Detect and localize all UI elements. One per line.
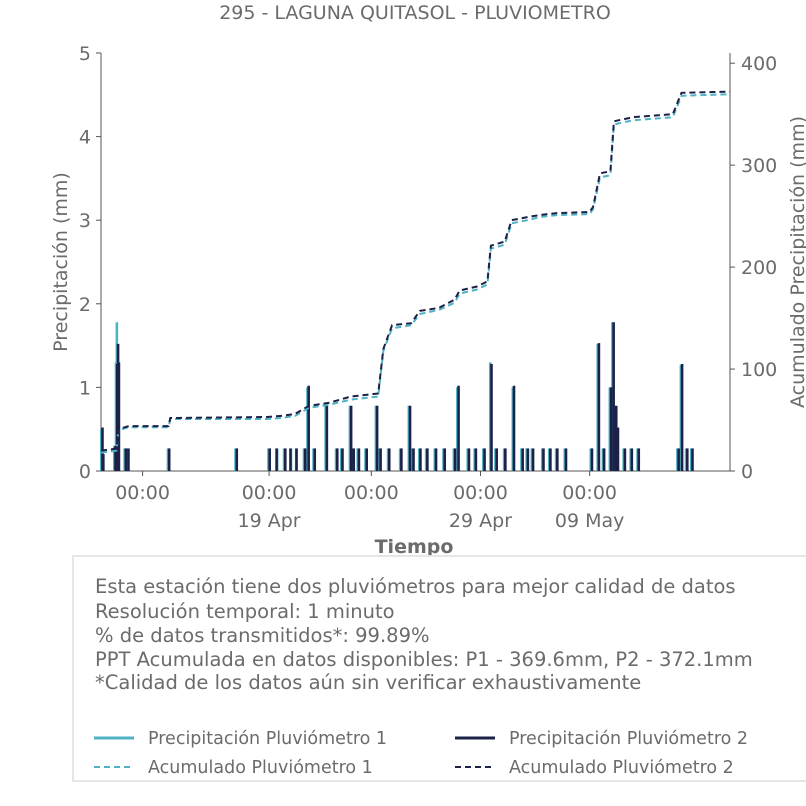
y2-tick-label: 100 xyxy=(741,359,777,381)
x-tick-label: 00:00 xyxy=(562,482,617,504)
legend-label-cumulative-1: Acumulado Pluviómetro 1 xyxy=(148,758,373,778)
y-axis-label: Precipitación (mm) xyxy=(50,172,72,352)
y2-tick-label: 400 xyxy=(741,53,777,75)
x-tick-label: 00:00 xyxy=(242,482,297,504)
y-tick-label: 3 xyxy=(79,210,91,232)
precipitation-chart: 0 1 2 3 4 5 0 100 200 300 400 00:00 00:00 19 Apr 00:00… xyxy=(50,43,806,556)
legend-swatch-cumulative-1 xyxy=(94,766,134,768)
y-tick-label: 1 xyxy=(79,377,91,399)
legend-label-precip-2: Precipitación Pluviómetro 2 xyxy=(509,729,749,749)
legend-swatch-precip-1 xyxy=(94,736,134,740)
info-line-accumulated: PPT Acumulada en datos disponibles: P1 -… xyxy=(95,648,753,671)
info-box: Esta estación tiene dos pluviómetros par… xyxy=(72,555,806,782)
y-tick-label: 4 xyxy=(79,127,91,149)
cumulative-1-line xyxy=(100,93,731,454)
info-line-resolution: Resolución temporal: 1 minuto xyxy=(95,600,395,623)
x-tick-date-label: 19 Apr xyxy=(238,510,301,532)
y2-axis-label: Acumulado Precipitación (mm) xyxy=(787,116,806,408)
x-tick-date-label: 09 May xyxy=(555,510,625,532)
x-tick-label: 00:00 xyxy=(453,482,508,504)
x-tick-label: 00:00 xyxy=(115,482,170,504)
cumulative-2-line xyxy=(100,90,731,452)
x-axis-label: Tiempo xyxy=(375,536,454,556)
y-tick-label: 2 xyxy=(79,294,91,316)
info-line-dual-gauge: Esta estación tiene dos pluviómetros par… xyxy=(95,575,736,598)
legend-label-precip-1: Precipitación Pluviómetro 1 xyxy=(148,729,388,749)
y2-tick-label: 0 xyxy=(741,461,753,483)
y-tick-label: 0 xyxy=(79,461,91,483)
y2-tick-label: 200 xyxy=(741,257,777,279)
y-tick-label: 5 xyxy=(79,43,91,65)
info-line-transmitted: % de datos transmitidos*: 99.89% xyxy=(95,624,430,647)
info-line-quality-note: *Calidad de los datos aún sin verificar … xyxy=(95,671,642,694)
y2-tick-label: 300 xyxy=(741,155,777,177)
x-tick-date-label: 29 Apr xyxy=(449,510,512,532)
x-tick-label: 00:00 xyxy=(344,482,399,504)
legend-swatch-precip-2 xyxy=(455,736,495,740)
legend-swatch-cumulative-2 xyxy=(455,766,495,768)
legend-label-cumulative-2: Acumulado Pluviómetro 2 xyxy=(509,758,734,778)
chart-title: 295 - LAGUNA QUITASOL - PLUVIOMETRO xyxy=(219,2,611,24)
